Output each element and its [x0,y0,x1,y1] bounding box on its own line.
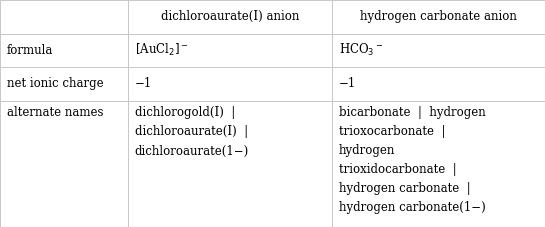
Text: −1: −1 [135,77,152,91]
Text: $[\mathregular{AuCl}_2]^-$: $[\mathregular{AuCl}_2]^-$ [135,42,188,58]
Bar [332,34,545,67]
Bar [332,67,545,101]
Text: −1: −1 [339,77,356,91]
Text: hydrogen carbonate anion: hydrogen carbonate anion [360,10,517,23]
Text: bicarbonate  |  hydrogen
trioxocarbonate  |
hydrogen
trioxidocarbonate  |
hydrog: bicarbonate | hydrogen trioxocarbonate |… [339,106,486,215]
Bar [128,67,332,101]
Bar [0,34,128,67]
Bar [0,0,128,34]
Text: alternate names: alternate names [7,106,103,119]
Text: net ionic charge: net ionic charge [7,77,103,91]
Bar [0,67,128,101]
Bar [128,101,332,227]
Bar [128,34,332,67]
Text: $\mathregular{HCO}_3{}^-$: $\mathregular{HCO}_3{}^-$ [339,42,383,58]
Bar [332,101,545,227]
Text: dichloroaurate(I) anion: dichloroaurate(I) anion [161,10,299,23]
Bar [128,0,332,34]
Text: formula: formula [7,44,53,57]
Bar [332,0,545,34]
Text: dichlorogold(I)  |
dichloroaurate(I)  |
dichloroaurate(1−): dichlorogold(I) | dichloroaurate(I) | di… [135,106,249,158]
Bar [0,101,128,227]
